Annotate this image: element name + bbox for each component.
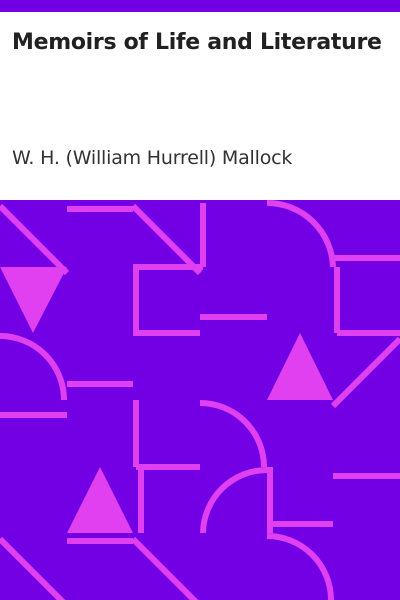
book-title: Memoirs of Life and Literature [12,30,382,55]
cover-pattern [0,200,400,600]
pattern-arc [199,400,267,468]
book-author: W. H. (William Hurrell) Mallock [12,147,293,169]
pattern-diagonal [130,536,199,600]
pattern-diagonal [0,203,70,276]
pattern-triangles [0,267,333,533]
pattern-lines [0,200,400,600]
pattern-diagonal [130,203,203,276]
pattern-diagonal [0,536,66,600]
pattern-diagonal [330,336,400,409]
pattern-arc [266,200,336,268]
pattern-triangle-up [67,467,133,533]
pattern-triangle-up [267,333,333,400]
pattern-triangle-down [0,267,67,333]
pattern-arc [200,467,268,534]
top-accent-bar [0,0,400,12]
pattern-arc [266,533,334,600]
pattern-corner [133,267,200,336]
pattern-arc [0,333,67,401]
